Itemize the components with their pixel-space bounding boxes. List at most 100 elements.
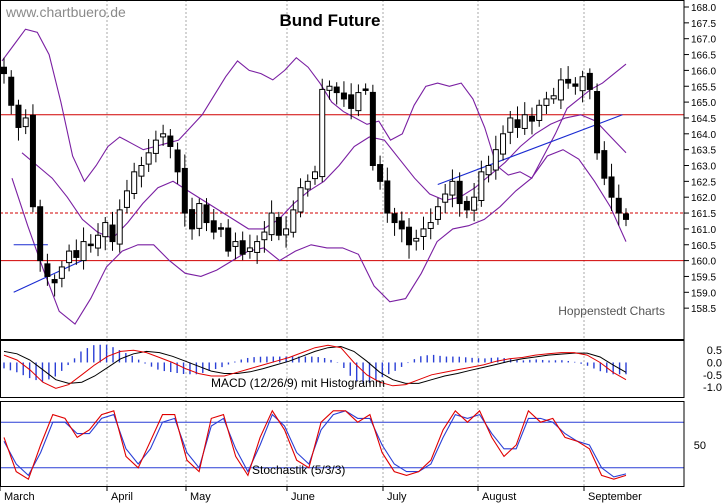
candle — [8, 70, 15, 115]
y-axis: 158.5 159.0 159.5 160.0 160.5 161.0 161.5 162.0… — [684, 3, 722, 452]
candle — [246, 234, 253, 259]
price-candles — [1, 57, 629, 297]
candle — [485, 155, 492, 183]
candle — [51, 274, 58, 297]
candle — [22, 109, 29, 135]
candle — [196, 198, 203, 237]
x-tick-label: September — [588, 491, 642, 503]
horizontal-levels — [0, 114, 684, 262]
candle — [102, 217, 109, 251]
candle — [116, 199, 123, 253]
macd-signal-line — [3, 345, 627, 384]
candle — [565, 66, 572, 89]
candle — [478, 160, 485, 207]
y-tick-label: 167.0 — [691, 35, 716, 46]
candle — [355, 84, 362, 117]
x-axis: March April May June July August September — [0, 487, 642, 503]
candle — [37, 199, 44, 272]
upper-band — [1, 28, 627, 183]
candle — [66, 244, 73, 272]
x-tick-label: June — [291, 491, 315, 503]
candle — [290, 200, 297, 238]
y-tick-label: 162.5 — [691, 177, 716, 188]
candle — [623, 208, 629, 227]
candle — [449, 169, 456, 208]
candle — [232, 232, 239, 260]
stochastic-panel — [0, 409, 684, 481]
candle — [528, 107, 535, 135]
candle — [268, 200, 275, 241]
macd-panel — [3, 344, 627, 389]
candle — [384, 167, 391, 223]
y-tick-label: 161.5 — [691, 209, 716, 220]
candle — [283, 216, 290, 248]
candle — [297, 178, 304, 218]
candle — [514, 106, 521, 138]
candle — [312, 165, 318, 185]
candle — [521, 102, 528, 135]
candle — [471, 183, 478, 222]
candle — [442, 183, 449, 214]
candle — [131, 162, 138, 200]
candle — [348, 83, 355, 120]
y-tick-label: 164.0 — [691, 130, 716, 141]
y-tick-label: 165.0 — [691, 98, 716, 109]
x-tick-label: July — [387, 491, 407, 503]
credit-label: Hoppenstedt Charts — [558, 304, 665, 318]
candle — [406, 218, 413, 259]
y-tick-label: 161.0 — [691, 225, 716, 236]
candle — [189, 197, 196, 240]
candle — [217, 222, 224, 238]
candle — [507, 110, 514, 145]
candle — [456, 172, 463, 217]
candle — [73, 239, 80, 265]
stochastic-label: Stochastik (5/3/3) — [252, 463, 345, 477]
candle — [152, 130, 159, 163]
candle — [160, 124, 167, 146]
y-tick-label: 160.5 — [691, 241, 716, 252]
candle — [95, 223, 102, 257]
candle — [58, 261, 65, 288]
candle — [239, 231, 246, 261]
y-tick-label: 163.5 — [691, 146, 716, 157]
candle — [572, 77, 579, 95]
candle — [377, 155, 384, 190]
y-tick-label: 168.0 — [691, 3, 716, 14]
candle — [536, 99, 543, 127]
candle — [398, 211, 405, 243]
macd-line — [3, 344, 627, 389]
candle — [326, 80, 333, 100]
candle — [138, 156, 145, 188]
candle — [463, 196, 470, 219]
candle — [492, 135, 499, 180]
candle — [557, 68, 564, 110]
candle — [109, 211, 116, 251]
candle — [391, 207, 398, 236]
x-tick-label: March — [4, 491, 35, 503]
macd-tick-label: 0.0 — [707, 357, 722, 369]
candle — [594, 83, 601, 160]
candle — [333, 82, 340, 105]
candle — [44, 253, 51, 286]
y-tick-label: 162.0 — [691, 193, 716, 204]
candle — [123, 179, 130, 214]
watermark: www.chartbuero.de — [5, 4, 126, 20]
panel-frame — [0, 0, 685, 340]
candle — [261, 221, 268, 253]
candle — [145, 138, 152, 172]
candle — [550, 87, 557, 104]
stoch-tick-label: 50 — [694, 440, 706, 452]
macd-label: MACD (12/26/9) mit Histogramm — [211, 376, 385, 390]
y-tick-label: 165.5 — [691, 82, 716, 93]
candle — [615, 184, 622, 226]
candle — [275, 211, 282, 241]
candle — [174, 142, 181, 184]
candle — [362, 83, 369, 95]
candle — [254, 235, 261, 264]
candle — [167, 129, 174, 159]
candle — [427, 208, 434, 240]
y-tick-label: 163.0 — [691, 162, 716, 173]
x-tick-label: August — [482, 491, 516, 503]
candle — [181, 154, 188, 227]
